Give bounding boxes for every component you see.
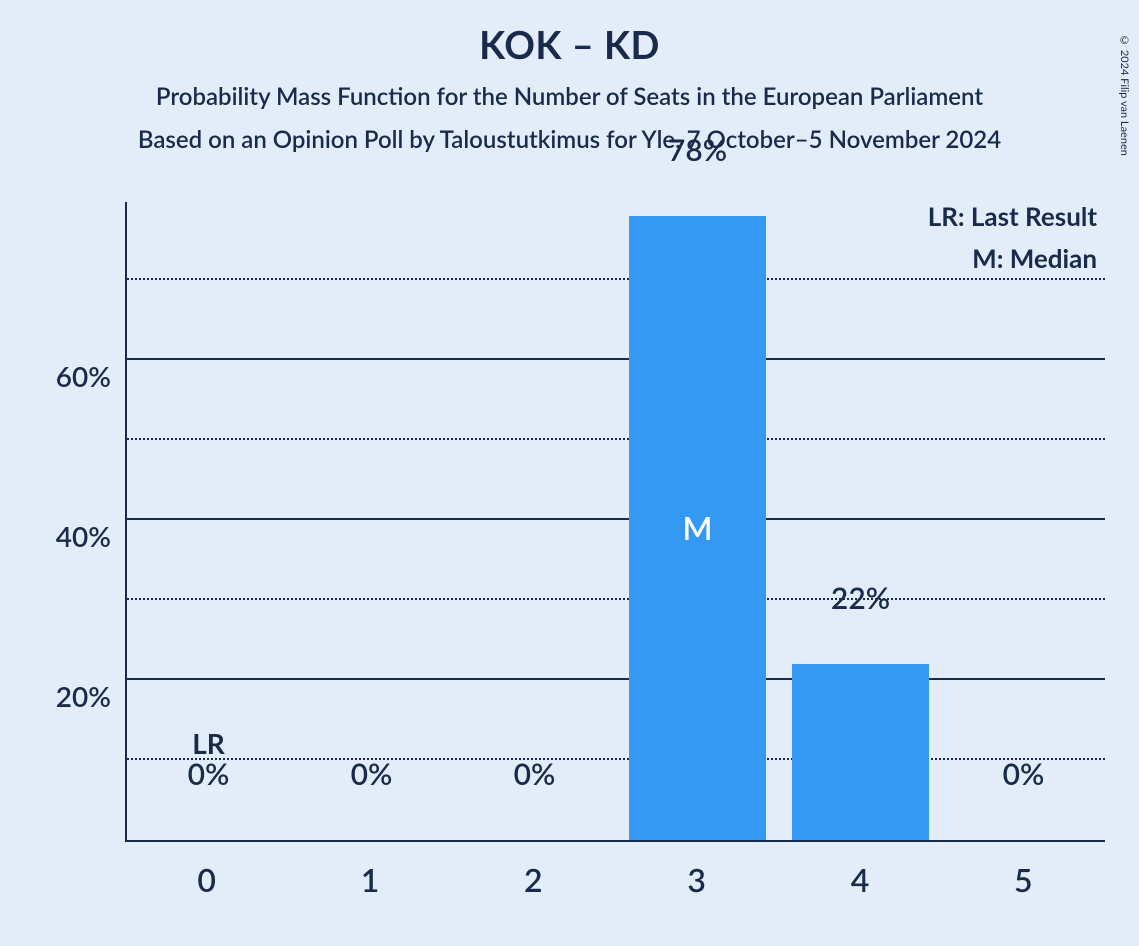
chart-legend: LR: Last Result M: Median [928,196,1097,279]
lr-marker: LR [127,726,290,760]
plot-area: LR: Last Result M: Median 0%LR0%0%78%M22… [125,202,1105,842]
x-axis-label: 2 [452,850,615,899]
chart-container: 20%40%60% LR: Last Result M: Median 0%LR… [55,202,1105,902]
chart-title: KOK – KD [0,22,1139,68]
bar-slot: 0% [942,202,1105,840]
legend-lr: LR: Last Result [928,196,1097,238]
y-axis-label: 40% [56,519,111,553]
bar-value-label: 0% [942,756,1105,798]
legend-m: M: Median [928,238,1097,280]
x-axis-label: 4 [778,850,941,899]
bar-slot: 0% [290,202,453,840]
bar-value-label: 0% [290,756,453,798]
x-axis-label: 1 [288,850,451,899]
y-axis-label: 60% [56,359,111,393]
bar-slot: 78%M [616,202,779,840]
chart-subtitle-2: Based on an Opinion Poll by Taloustutkim… [0,125,1139,154]
bar [792,664,929,840]
bar-value-label: 22% [779,580,942,622]
y-axis-label: 20% [56,679,111,713]
median-marker: M [616,508,779,547]
chart-subtitle-1: Probability Mass Function for the Number… [0,82,1139,111]
bar-value-label: 78% [616,132,779,174]
y-axis-labels: 20% 40% 60% [55,202,125,842]
bar-slot: 0% [453,202,616,840]
x-axis-label: 5 [942,850,1105,899]
copyright-text: © 2024 Filip van Laenen [1118,34,1131,156]
bar-value-label: 0% [127,756,290,798]
bar-slot: 22% [779,202,942,840]
x-axis-label: 3 [615,850,778,899]
bars-container: 0%LR0%0%78%M22%0% [127,202,1105,840]
bar-value-label: 0% [453,756,616,798]
x-axis-label: 0 [125,850,288,899]
bar-slot: 0%LR [127,202,290,840]
x-axis-labels: 012345 [125,850,1105,899]
